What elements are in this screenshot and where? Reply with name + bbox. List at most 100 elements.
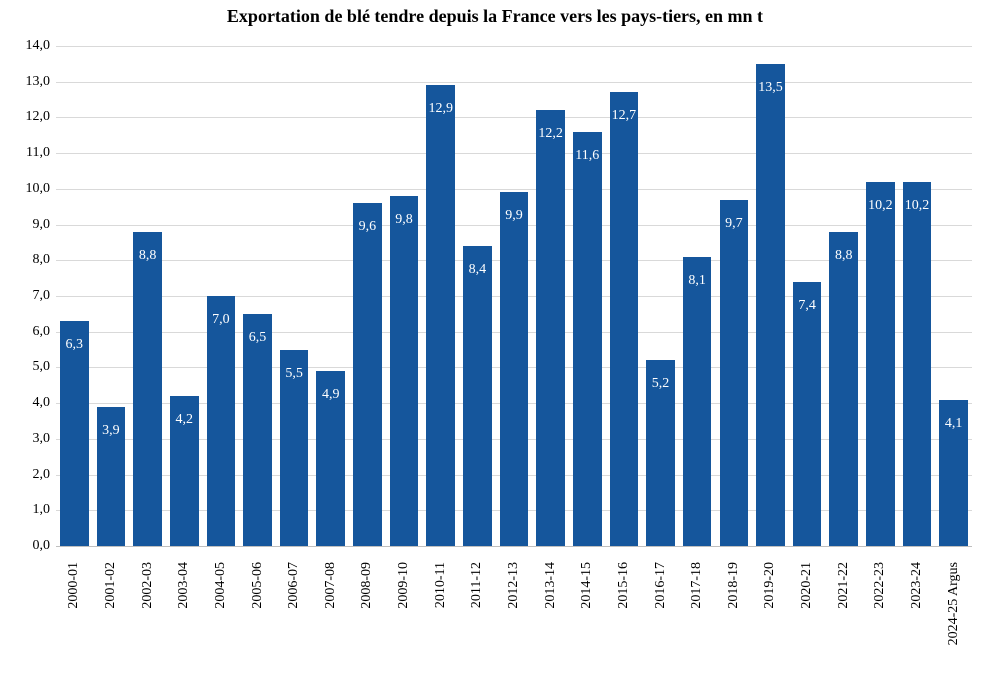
bar: 9,9 [500,192,529,546]
bar: 8,4 [463,246,492,546]
bar: 4,9 [316,371,345,546]
bar-value-label: 4,2 [170,412,199,428]
bar-value-label: 7,4 [793,298,822,314]
bar: 12,9 [426,85,455,546]
x-tick-label: 2001-02 [103,562,119,681]
bar-slot: 8,1 [679,46,716,546]
y-tick-label: 11,0 [0,145,50,161]
bar-slot: 10,2 [899,46,936,546]
bar-slot: 12,7 [606,46,643,546]
bar: 12,7 [610,92,639,546]
bar-value-label: 9,6 [353,219,382,235]
y-tick-label: 4,0 [0,395,50,411]
plot-area: 6,3 3,9 8,8 4,2 7,0 6,5 5,5 4,9 9,6 9,8 12,9 8,4 9,9… [56,46,972,547]
bar: 9,6 [353,203,382,546]
x-tick-label: 2017-18 [689,562,705,681]
y-tick-label: 12,0 [0,109,50,125]
y-tick-label: 9,0 [0,217,50,233]
bar-value-label: 5,2 [646,376,675,392]
x-tick-label: 2005-06 [250,562,266,681]
chart-title: Exportation de blé tendre depuis la Fran… [0,6,990,27]
bar-slot: 7,0 [203,46,240,546]
bar-slot: 9,9 [496,46,533,546]
bar-value-label: 9,8 [390,212,419,228]
bar-slot: 7,4 [789,46,826,546]
x-tick-label: 2020-21 [799,562,815,681]
x-tick-label: 2016-17 [653,562,669,681]
bar-slot: 9,8 [386,46,423,546]
bar: 10,2 [866,182,895,546]
bar-value-label: 13,5 [756,80,785,96]
bar: 6,3 [60,321,89,546]
bar-value-label: 6,3 [60,337,89,353]
bar: 4,2 [170,396,199,546]
bar-slot: 5,5 [276,46,313,546]
bar: 7,4 [793,282,822,546]
bar: 13,5 [756,64,785,546]
y-tick-label: 3,0 [0,431,50,447]
bar-slot: 8,4 [459,46,496,546]
bar-chart: Exportation de blé tendre depuis la Fran… [0,0,990,681]
x-tick-label: 2013-14 [543,562,559,681]
x-tick-label: 2023-24 [909,562,925,681]
bar-value-label: 3,9 [97,423,126,439]
bar: 7,0 [207,296,236,546]
bar-slot: 4,2 [166,46,203,546]
x-tick-label: 2011-12 [469,562,485,681]
bar-slot: 12,9 [422,46,459,546]
bar: 5,5 [280,350,309,546]
bar-slot: 5,2 [642,46,679,546]
bar-value-label: 8,8 [133,248,162,264]
bar-slot: 12,2 [532,46,569,546]
bar-value-label: 12,7 [610,108,639,124]
bar-value-label: 11,6 [573,148,602,164]
bar: 10,2 [903,182,932,546]
bar-slot: 9,7 [716,46,753,546]
x-tick-label: 2008-09 [359,562,375,681]
x-tick-label: 2015-16 [616,562,632,681]
x-tick-label: 2002-03 [140,562,156,681]
x-tick-label: 2021-22 [836,562,852,681]
y-tick-label: 7,0 [0,288,50,304]
bar-value-label: 12,9 [426,101,455,117]
bar-slot: 8,8 [129,46,166,546]
bar-slot: 10,2 [862,46,899,546]
bar-value-label: 5,5 [280,366,309,382]
x-tick-label: 2006-07 [286,562,302,681]
bar-value-label: 8,8 [829,248,858,264]
bar-slot: 9,6 [349,46,386,546]
bar-value-label: 10,2 [866,198,895,214]
bar: 11,6 [573,132,602,546]
y-tick-label: 2,0 [0,467,50,483]
bar-value-label: 8,1 [683,273,712,289]
bar: 8,8 [829,232,858,546]
bar-value-label: 6,5 [243,330,272,346]
x-tick-label: 2014-15 [579,562,595,681]
bar: 8,1 [683,257,712,546]
x-tick-label: 2012-13 [506,562,522,681]
bar-value-label: 8,4 [463,262,492,278]
bar: 6,5 [243,314,272,546]
bar-slot: 6,3 [56,46,93,546]
x-tick-label: 2010-11 [433,562,449,681]
bar-slot: 6,5 [239,46,276,546]
y-tick-label: 14,0 [0,38,50,54]
bar-value-label: 12,2 [536,126,565,142]
y-tick-label: 0,0 [0,538,50,554]
x-tick-label: 2018-19 [726,562,742,681]
bar-slot: 3,9 [93,46,130,546]
x-tick-label: 2007-08 [323,562,339,681]
bar: 8,8 [133,232,162,546]
bar-value-label: 7,0 [207,312,236,328]
x-tick-label: 2024-25 Argus [946,562,962,681]
bars-container: 6,3 3,9 8,8 4,2 7,0 6,5 5,5 4,9 9,6 9,8 12,9 8,4 9,9… [56,46,972,546]
bar-slot: 11,6 [569,46,606,546]
bar-slot: 8,8 [825,46,862,546]
bar-slot: 4,9 [312,46,349,546]
y-tick-label: 6,0 [0,324,50,340]
bar-slot: 13,5 [752,46,789,546]
bar: 9,8 [390,196,419,546]
bar-slot: 4,1 [935,46,972,546]
bar-value-label: 4,9 [316,387,345,403]
y-tick-label: 5,0 [0,359,50,375]
